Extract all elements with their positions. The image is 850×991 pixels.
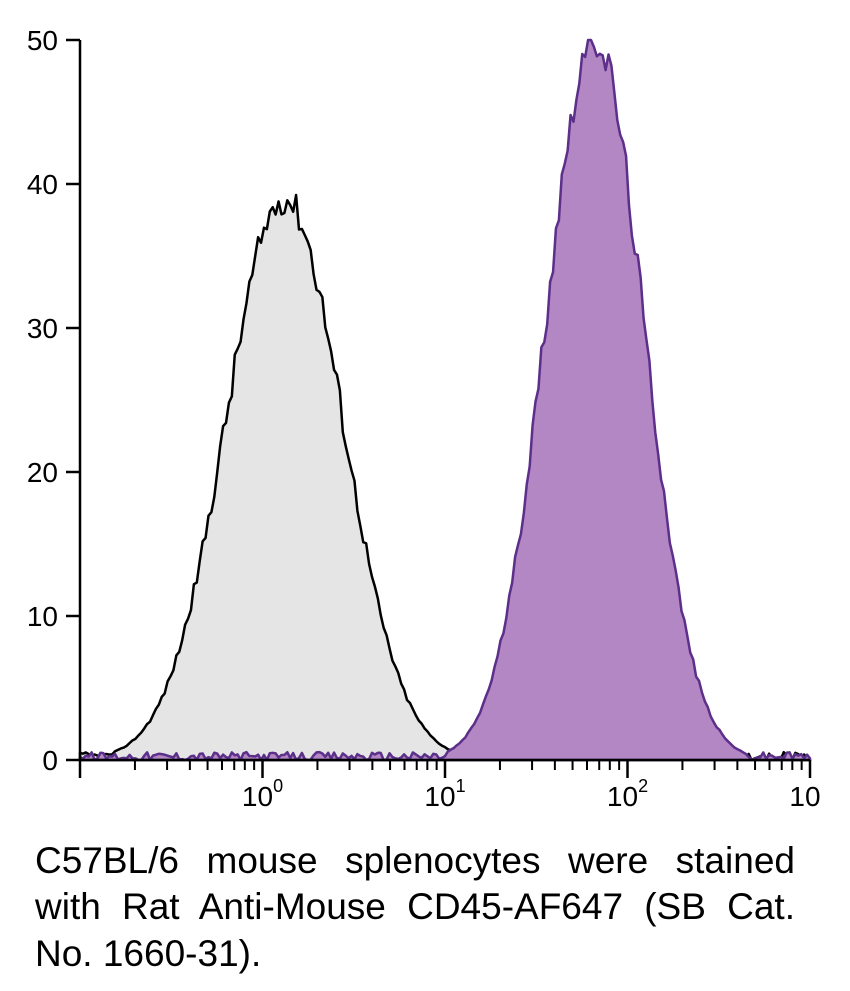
y-tick-label: 30 xyxy=(27,313,58,344)
y-tick-label: 20 xyxy=(27,457,58,488)
x-tick-label: 100 xyxy=(242,776,283,812)
figure-caption: C57BL/6 mouse splenocytes were stained w… xyxy=(10,838,820,977)
y-tick-label: 50 xyxy=(27,25,58,56)
x-tick-label: 101 xyxy=(424,776,465,812)
y-tick-label: 0 xyxy=(42,745,58,776)
flow-cytometry-histogram: 0 10 20 30 40 50 100 101 102 103 xyxy=(10,20,820,820)
series-unstained-control xyxy=(80,195,810,760)
y-tick-label: 10 xyxy=(27,601,58,632)
x-tick-label: 102 xyxy=(607,776,648,812)
chart-svg: 0 10 20 30 40 50 100 101 102 103 xyxy=(10,20,820,820)
y-tick-label: 40 xyxy=(27,169,58,200)
x-tick-label: 103 xyxy=(789,776,820,812)
figure-container: 0 10 20 30 40 50 100 101 102 103 C57BL/6 mouse sp… xyxy=(0,0,850,991)
